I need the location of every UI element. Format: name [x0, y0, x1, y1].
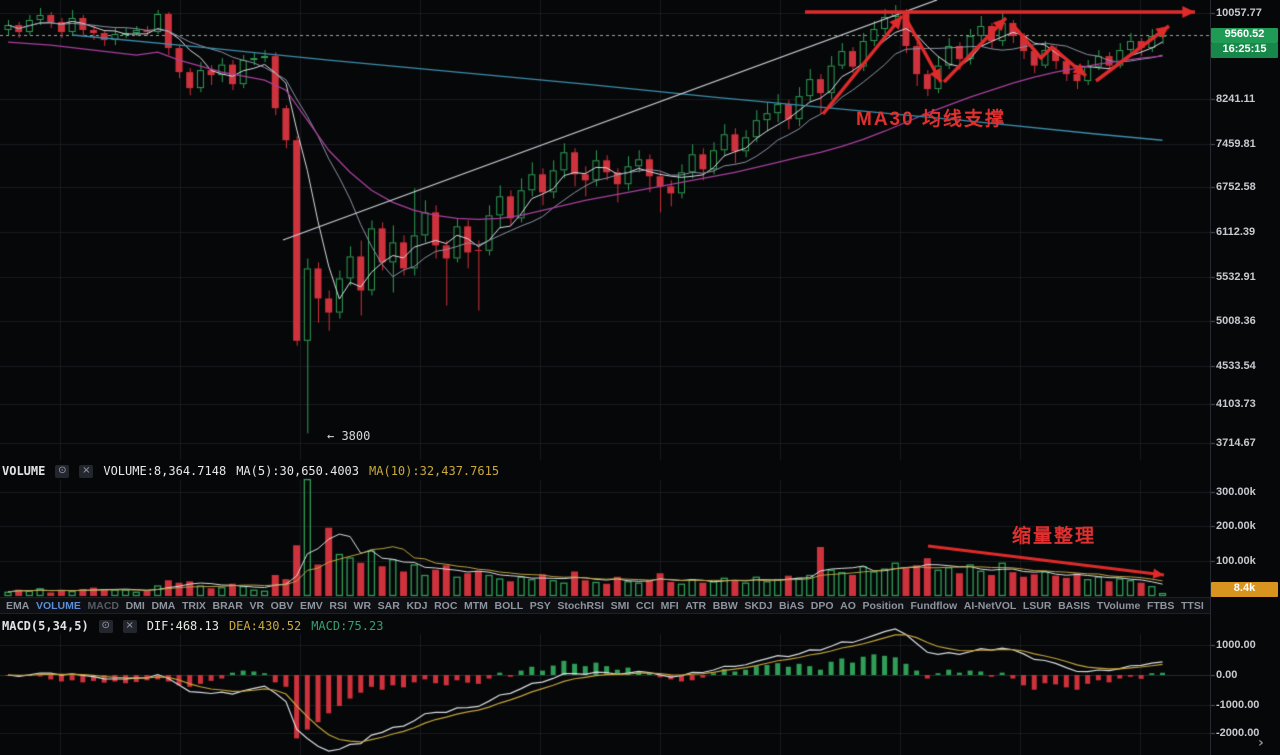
tab-smi[interactable]: SMI [610, 599, 630, 612]
macd-pane-header: MACD(5,34,5) ⊙ × DIF:468.13 DEA:430.52 M… [2, 618, 383, 634]
price-axis-label: 7459.81 [1216, 138, 1256, 150]
tab-boll[interactable]: BOLL [494, 599, 524, 612]
tab-lsur[interactable]: LSUR [1022, 599, 1052, 612]
tab-stochrsi[interactable]: StochRSI [557, 599, 605, 612]
expand-pane-chevron-icon[interactable]: › [1258, 735, 1264, 751]
volume-close-icon[interactable]: × [79, 464, 94, 478]
macd-axis-label: -1000.00 [1216, 699, 1260, 711]
tab-dma[interactable]: DMA [151, 599, 176, 612]
tab-brar[interactable]: BRAR [212, 599, 243, 612]
macd-settings-gear-icon[interactable]: ⊙ [98, 619, 113, 633]
tab-atr[interactable]: ATR [685, 599, 707, 612]
price-axis-label: 4533.54 [1216, 360, 1256, 372]
current-volume-badge: 8.4k [1211, 582, 1278, 597]
axis-separator [1210, 0, 1211, 755]
volume-axis-label: 300.00k [1216, 486, 1256, 498]
volume-pane-header: VOLUME ⊙ × VOLUME:8,364.7148 MA(5):30,65… [2, 463, 499, 479]
volume-axis-label: 100.00k [1216, 555, 1256, 567]
tab-skdj[interactable]: SKDJ [744, 599, 773, 612]
price-axis-label: 10057.77 [1216, 7, 1262, 19]
price-axis-label: 8241.11 [1216, 93, 1256, 105]
tab-wr[interactable]: WR [353, 599, 372, 612]
tab-trix[interactable]: TRIX [181, 599, 206, 612]
tab-dpo[interactable]: DPO [810, 599, 834, 612]
tab-sar[interactable]: SAR [377, 599, 400, 612]
price-axis-label: 6752.58 [1216, 181, 1256, 193]
macd-dif-value: DIF:468.13 [146, 619, 219, 633]
tab-mfi[interactable]: MFI [660, 599, 679, 612]
tab-rsi[interactable]: RSI [329, 599, 347, 612]
tab-dmi[interactable]: DMI [125, 599, 145, 612]
tab-fundflow[interactable]: Fundflow [910, 599, 958, 612]
macd-axis-label: 0.00 [1216, 669, 1238, 681]
price-axis-label: 4103.73 [1216, 398, 1256, 410]
tab-ftbs[interactable]: FTBS [1146, 599, 1175, 612]
volume-settings-gear-icon[interactable]: ⊙ [55, 464, 70, 478]
tab-macd[interactable]: MACD [87, 599, 119, 612]
current-price-badge: 9560.52 [1211, 28, 1278, 43]
macd-pane-title: MACD(5,34,5) [2, 619, 89, 633]
tab-roc[interactable]: ROC [434, 599, 458, 612]
tab-kdj[interactable]: KDJ [406, 599, 428, 612]
tab-ai-netvol[interactable]: AI-NetVOL [963, 599, 1017, 612]
tab-ema[interactable]: EMA [6, 599, 30, 612]
volume-pane-title: VOLUME [2, 464, 46, 478]
macd-axis-label: -2000.00 [1216, 727, 1260, 739]
volume-ma10-value: MA(10):32,437.7615 [369, 464, 500, 478]
price-axis-label: 5532.91 [1216, 271, 1256, 283]
tab-ttsi[interactable]: TTSI [1181, 599, 1204, 612]
tab-bbw[interactable]: BBW [712, 599, 738, 612]
macd-hist-value: MACD:75.23 [311, 619, 384, 633]
price-axis-label: 3714.67 [1216, 437, 1256, 449]
countdown-time-badge: 16:25:15 [1211, 43, 1278, 58]
tab-obv[interactable]: OBV [270, 599, 294, 612]
low-3800-callout: ← 3800 [327, 429, 371, 443]
macd-close-icon[interactable]: × [122, 619, 137, 633]
tab-tvolume[interactable]: TVolume [1096, 599, 1141, 612]
tab-volume[interactable]: VOLUME [35, 599, 81, 612]
ma30-support-annotation: MA30 均线支撑 [856, 109, 1006, 130]
tab-ao[interactable]: AO [840, 599, 856, 612]
tab-vr[interactable]: VR [249, 599, 265, 612]
price-axis-label: 5008.36 [1216, 315, 1256, 327]
indicator-tab-bar: EMA VOLUME MACD DMI DMA TRIX BRAR VR OBV EMV RSI WR… [0, 597, 1210, 614]
tab-emv[interactable]: EMV [300, 599, 323, 612]
tab-position[interactable]: Position [862, 599, 904, 612]
tab-psy[interactable]: PSY [529, 599, 551, 612]
price-axis-label: 6112.39 [1216, 226, 1256, 238]
volume-consolidation-annotation: 缩量整理 [1012, 526, 1097, 547]
tab-basis[interactable]: BASIS [1058, 599, 1091, 612]
macd-dea-value: DEA:430.52 [228, 619, 302, 633]
volume-ma5-value: MA(5):30,650.4003 [236, 464, 360, 478]
volume-axis-label: 200.00k [1216, 520, 1256, 532]
tab-bias[interactable]: BiAS [779, 599, 805, 612]
tab-cci[interactable]: CCI [635, 599, 655, 612]
volume-current-value: VOLUME:8,364.7148 [103, 464, 227, 478]
macd-axis-label: 1000.00 [1216, 639, 1256, 651]
tab-mtm[interactable]: MTM [464, 599, 488, 612]
